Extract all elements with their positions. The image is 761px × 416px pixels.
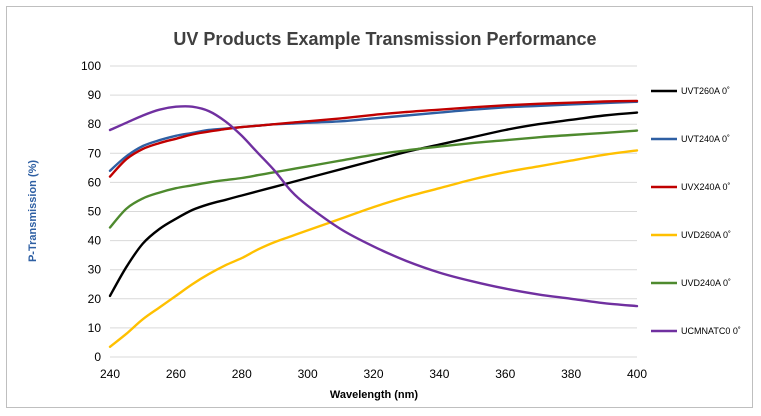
legend-item: UVT260A 0˚ (651, 86, 730, 96)
y-tick-label: 70 (88, 146, 102, 160)
y-tick-label: 30 (88, 263, 102, 277)
y-tick-label: 0 (94, 350, 101, 364)
x-tick-label: 340 (429, 367, 449, 381)
y-tick-label: 80 (88, 117, 102, 131)
series-line-5 (108, 105, 639, 308)
legend-label: UVT260A 0˚ (681, 86, 730, 96)
chart-title: UV Products Example Transmission Perform… (173, 29, 596, 49)
x-tick-label: 380 (561, 367, 581, 381)
x-tick-label: 400 (627, 367, 647, 381)
x-tick-label: 260 (166, 367, 186, 381)
series-lines (108, 99, 639, 348)
series-line-2 (108, 99, 639, 178)
y-axis-title: P-Transmission (%) (27, 160, 39, 262)
x-tick-label: 280 (232, 367, 252, 381)
legend-item: UVD240A 0˚ (651, 278, 731, 288)
x-tick-label: 300 (298, 367, 318, 381)
legend-item: UCMNATC0 0˚ (651, 326, 741, 336)
y-tick-label: 60 (88, 175, 102, 189)
series-line-3 (108, 149, 639, 348)
x-axis-title: Wavelength (nm) (330, 389, 419, 401)
legend-item: UVX240A 0˚ (651, 182, 731, 192)
y-tick-label: 50 (88, 205, 102, 219)
y-tick-labels: 0 10 20 30 40 50 60 70 80 90 100 (81, 59, 101, 364)
legend-item: UVD260A 0˚ (651, 230, 731, 240)
x-tick-labels: 240 260 280 300 320 340 360 380 400 (100, 367, 647, 381)
legend: UVT260A 0˚ UVT240A 0˚ UVX240A 0˚ UVD260A 0˚… (651, 86, 741, 336)
y-tick-label: 100 (81, 59, 101, 73)
y-tick-label: 20 (88, 292, 102, 306)
series-line-4 (108, 129, 639, 229)
gridlines (110, 65, 637, 329)
x-tick-label: 240 (100, 367, 120, 381)
legend-label: UCMNATC0 0˚ (681, 326, 741, 336)
legend-label: UVD240A 0˚ (681, 278, 731, 288)
x-tick-label: 360 (495, 367, 515, 381)
chart-frame (6, 6, 753, 408)
legend-label: UVX240A 0˚ (681, 182, 731, 192)
y-tick-label: 40 (88, 234, 102, 248)
x-tick-label: 320 (363, 367, 383, 381)
series-line-0 (108, 111, 639, 298)
legend-item: UVT240A 0˚ (651, 134, 730, 144)
legend-label: UVT240A 0˚ (681, 134, 730, 144)
y-tick-label: 10 (88, 321, 102, 335)
y-tick-label: 90 (88, 88, 102, 102)
legend-label: UVD260A 0˚ (681, 230, 731, 240)
